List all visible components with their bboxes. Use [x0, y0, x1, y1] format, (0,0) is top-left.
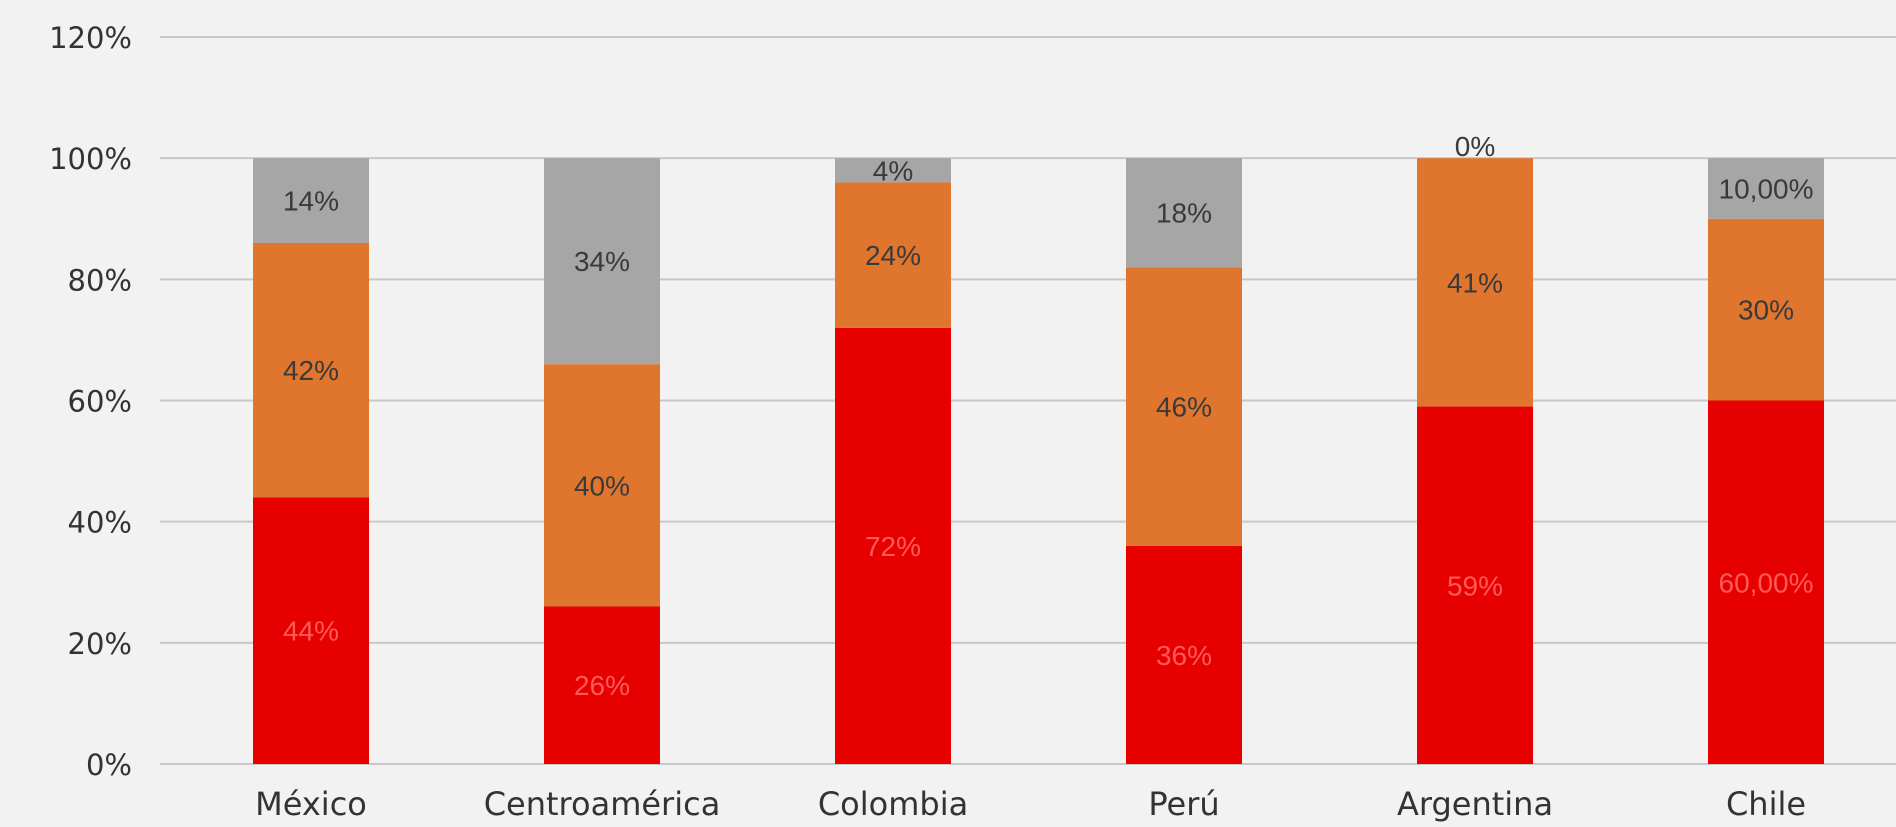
bar-segment	[253, 158, 369, 243]
bar-segment	[1126, 267, 1242, 546]
bar-segment	[544, 364, 660, 607]
y-tick-label: 0%	[86, 748, 132, 782]
bar-segment	[835, 158, 951, 183]
x-tick-label: Chile	[1726, 785, 1806, 823]
y-tick-label: 120%	[49, 21, 132, 55]
bar-segment	[253, 242, 369, 498]
data-label: 59%	[1447, 570, 1503, 601]
y-axis-ticks: 0% 20% 40% 60% 80% 100% 120%	[49, 21, 132, 782]
data-label: 30%	[1738, 295, 1794, 326]
x-tick-label: Argentina	[1397, 785, 1553, 823]
data-label: 60,00%	[1719, 567, 1814, 598]
data-label: 36%	[1156, 640, 1212, 671]
data-label: 14%	[283, 186, 339, 217]
data-label: 72%	[865, 531, 921, 562]
bar-segment	[1417, 406, 1533, 764]
data-label: 18%	[1156, 198, 1212, 229]
x-axis-ticks: México Centroamérica Colombia Perú Argentina…	[255, 785, 1806, 823]
data-label: 10,00%	[1719, 173, 1814, 204]
x-tick-label: Centroamérica	[484, 785, 721, 823]
x-tick-label: Perú	[1148, 785, 1219, 823]
x-tick-label: Colombia	[818, 785, 968, 823]
data-label: 4%	[873, 155, 913, 186]
y-tick-label: 40%	[68, 506, 132, 540]
bar-segment	[544, 158, 660, 365]
bar-segment	[1708, 218, 1824, 401]
y-tick-label: 100%	[49, 142, 132, 176]
bar-segment	[544, 606, 660, 764]
x-tick-label: México	[255, 785, 367, 823]
data-label: 42%	[283, 355, 339, 386]
data-label: 44%	[283, 616, 339, 647]
bar-segment	[1126, 158, 1242, 268]
y-tick-label: 20%	[68, 627, 132, 661]
bar-segment	[253, 497, 369, 764]
data-label: 34%	[574, 246, 630, 277]
y-tick-label: 60%	[68, 385, 132, 419]
data-label: 46%	[1156, 392, 1212, 423]
bar-segment	[1708, 158, 1824, 219]
data-label: 24%	[865, 240, 921, 271]
bar-segment	[1708, 400, 1824, 764]
bar-segment	[1126, 545, 1242, 764]
data-labels: 44% 42% 14% 26% 40% 34% 72% 24% 4% 36% 46% 18% 59% 41…	[283, 131, 1814, 701]
bar-segment	[835, 327, 951, 764]
data-label: 0%	[1455, 131, 1495, 162]
bar-segment	[1417, 158, 1533, 407]
data-label: 40%	[574, 470, 630, 501]
gridlines	[160, 36, 1896, 765]
bars	[253, 158, 1824, 764]
y-tick-label: 80%	[68, 263, 132, 297]
data-label: 41%	[1447, 267, 1503, 298]
data-label: 26%	[574, 670, 630, 701]
bar-segment	[835, 182, 951, 328]
